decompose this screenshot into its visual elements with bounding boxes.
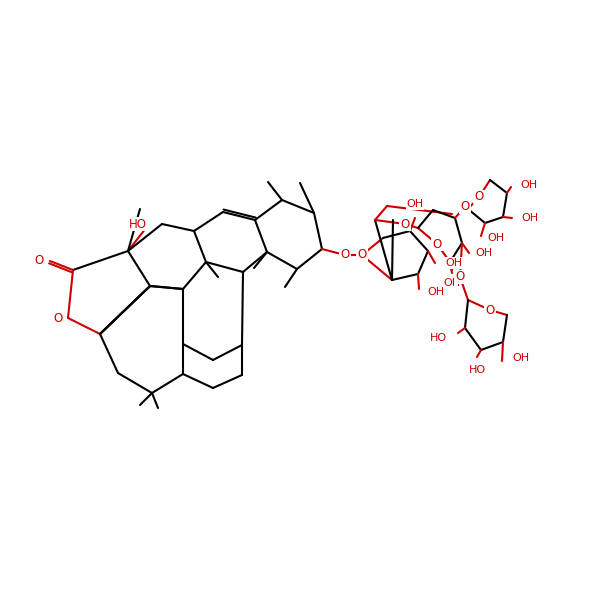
Text: O: O xyxy=(35,254,44,268)
Text: OH: OH xyxy=(475,248,492,258)
Text: O: O xyxy=(53,311,62,325)
Text: OH: OH xyxy=(521,213,538,223)
Text: HO: HO xyxy=(430,333,447,343)
Text: OH: OH xyxy=(427,287,444,297)
Text: OH: OH xyxy=(443,278,461,288)
Text: OH: OH xyxy=(445,258,462,268)
Text: O: O xyxy=(485,304,494,317)
Text: O: O xyxy=(400,217,410,230)
Text: OH: OH xyxy=(512,353,529,363)
Text: HO: HO xyxy=(469,365,485,375)
Text: O: O xyxy=(455,271,464,283)
Text: O: O xyxy=(475,191,484,203)
Text: O: O xyxy=(460,200,470,214)
Text: HO: HO xyxy=(129,217,147,230)
Text: O: O xyxy=(340,248,350,262)
Text: OH: OH xyxy=(406,199,424,209)
Text: O: O xyxy=(433,238,442,251)
Text: OH: OH xyxy=(520,180,537,190)
Text: OH: OH xyxy=(487,233,504,243)
Text: O: O xyxy=(358,248,367,262)
